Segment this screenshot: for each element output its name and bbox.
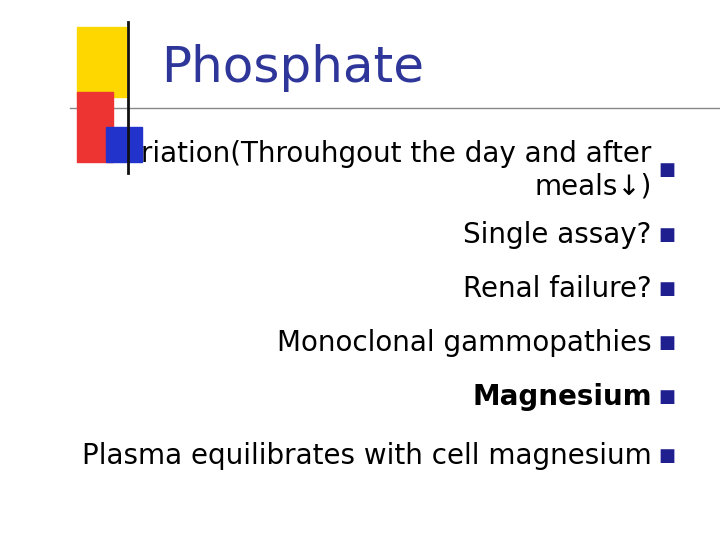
Text: Phosphate: Phosphate bbox=[161, 44, 424, 91]
Text: ■: ■ bbox=[658, 226, 675, 244]
Text: ■: ■ bbox=[658, 161, 675, 179]
Text: Single assay?: Single assay? bbox=[464, 221, 652, 249]
Text: ■: ■ bbox=[658, 447, 675, 465]
Text: Magnesium: Magnesium bbox=[472, 383, 652, 411]
Bar bbox=[106, 127, 142, 162]
Text: Plasma equilibrates with cell magnesium: Plasma equilibrates with cell magnesium bbox=[82, 442, 652, 470]
Bar bbox=[77, 92, 112, 162]
Bar bbox=[77, 27, 125, 97]
Text: ■: ■ bbox=[658, 388, 675, 406]
Text: Variation(Throuhgout the day and after
meals↓): Variation(Throuhgout the day and after m… bbox=[107, 140, 652, 200]
Text: Monoclonal gammopathies: Monoclonal gammopathies bbox=[277, 329, 652, 357]
Text: Renal failure?: Renal failure? bbox=[463, 275, 652, 303]
Text: ■: ■ bbox=[658, 334, 675, 352]
Text: ■: ■ bbox=[658, 280, 675, 298]
